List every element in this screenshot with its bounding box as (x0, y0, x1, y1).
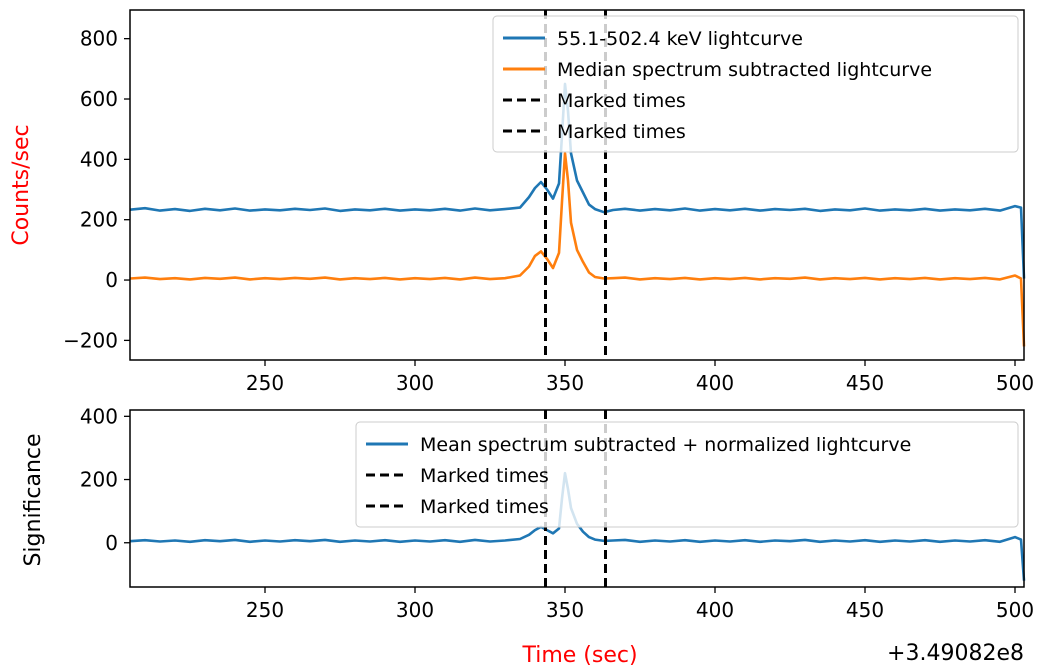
bot-y-tick-label: 0 (105, 531, 118, 555)
bot-x-tick-label: 350 (546, 598, 584, 622)
top-legend-label: 55.1-502.4 keV lightcurve (557, 28, 803, 50)
top-x-tick-label: 250 (246, 371, 284, 395)
bot-legend-box (355, 421, 1019, 528)
top-plot-frame (129, 9, 1025, 361)
top-legend-label: Median spectrum subtracted lightcurve (557, 59, 932, 81)
bot-x-tick-label: 500 (996, 598, 1034, 622)
top-legend-box (492, 15, 1019, 153)
bot-y-tick-label: 200 (80, 468, 118, 492)
bottom-legend: Mean spectrum subtracted + normalized li… (355, 421, 1019, 528)
bot-x-tick-label: 450 (846, 598, 884, 622)
top-legend-label: Marked times (557, 121, 686, 143)
bottom-x-ticks: 250 300 350 400 450 500 (246, 587, 1034, 622)
bottom-y-ticks: 0 200 400 (80, 404, 130, 555)
bot-x-tick-label: 300 (396, 598, 434, 622)
bot-x-tick-label: 250 (246, 598, 284, 622)
top-y-ticks: −200 0 200 400 600 800 (63, 27, 130, 352)
top-y-tick-label: 800 (80, 27, 118, 51)
bot-legend-label: Mean spectrum subtracted + normalized li… (420, 434, 911, 456)
top-y-tick-label: 600 (80, 87, 118, 111)
top-x-tick-label: 500 (996, 371, 1034, 395)
bottom-y-axis-label: Significance (21, 433, 46, 566)
top-y-tick-label: 200 (80, 208, 118, 232)
lightcurve-panel: 250 300 350 400 450 500 −200 0 200 400 600 800 Cou… (9, 9, 1034, 395)
bot-y-tick-label: 400 (80, 404, 118, 428)
top-y-tick-label: −200 (63, 328, 118, 352)
top-y-tick-label: 0 (105, 268, 118, 292)
top-x-ticks: 250 300 350 400 450 500 (246, 360, 1034, 395)
x-offset-label: +3.49082e8 (887, 641, 1024, 666)
top-legend: 55.1-502.4 keV lightcurve Median spectrum… (492, 15, 1019, 153)
bot-x-tick-label: 400 (696, 598, 734, 622)
bottom-plot-frame (129, 409, 1025, 588)
top-x-tick-label: 300 (396, 371, 434, 395)
top-x-tick-label: 350 (546, 371, 584, 395)
top-series-line-1 (129, 152, 1026, 347)
top-x-tick-label: 400 (696, 371, 734, 395)
bot-legend-label: Marked times (420, 496, 549, 518)
bot-legend-label: Marked times (420, 465, 549, 487)
top-legend-label: Marked times (557, 90, 686, 112)
top-y-axis-label: Counts/sec (9, 124, 34, 245)
top-x-tick-label: 450 (846, 371, 884, 395)
top-y-tick-label: 400 (80, 147, 118, 171)
x-axis-label: Time (sec) (521, 643, 637, 668)
